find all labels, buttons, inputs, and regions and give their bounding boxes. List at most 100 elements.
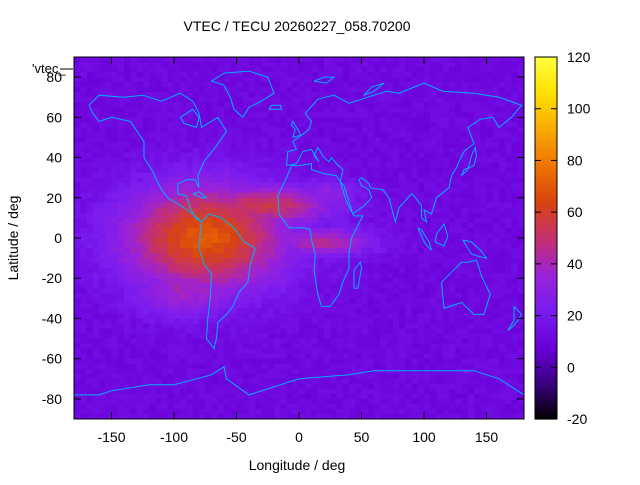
heatmap-cell: [486, 107, 494, 113]
heatmap-cell: [311, 333, 319, 340]
heatmap-cell: [224, 212, 231, 219]
heatmap-cell: [205, 212, 213, 219]
heatmap-cell: [517, 328, 524, 335]
heatmap-cell: [74, 263, 81, 269]
heatmap-cell: [424, 388, 431, 395]
heatmap-cell: [424, 318, 431, 325]
heatmap-cell: [511, 87, 519, 93]
heatmap-cell: [80, 212, 88, 219]
heatmap-cell: [149, 197, 156, 204]
heatmap-cell: [167, 263, 175, 269]
heatmap-cell: [224, 232, 231, 239]
heatmap-cell: [436, 323, 444, 330]
heatmap-cell: [136, 393, 144, 400]
heatmap-cell: [292, 298, 300, 304]
heatmap-cell: [349, 258, 356, 264]
heatmap-cell: [411, 363, 419, 370]
heatmap-cell: [174, 162, 181, 169]
heatmap-cell: [92, 97, 100, 103]
heatmap-cell: [230, 273, 238, 279]
heatmap-cell: [280, 67, 288, 73]
heatmap-cell: [161, 222, 169, 229]
heatmap-cell: [361, 293, 369, 299]
heatmap-cell: [305, 232, 313, 239]
heatmap-cell: [180, 393, 188, 400]
heatmap-cell: [230, 72, 238, 78]
heatmap-cell: [280, 263, 288, 269]
heatmap-cell: [105, 222, 113, 229]
heatmap-cell: [242, 182, 250, 189]
heatmap-cell: [242, 102, 250, 108]
heatmap-cell: [299, 373, 306, 380]
heatmap-cell: [105, 308, 113, 315]
heatmap-cell: [199, 137, 206, 144]
heatmap-cell: [411, 172, 419, 179]
heatmap-cell: [499, 283, 506, 289]
heatmap-cell: [324, 313, 331, 320]
heatmap-cell: [117, 263, 125, 269]
heatmap-cell: [111, 318, 119, 325]
heatmap-cell: [74, 273, 81, 279]
heatmap-cell: [205, 253, 213, 259]
heatmap-cell: [236, 72, 244, 78]
heatmap-cell: [199, 323, 206, 330]
heatmap-cell: [355, 238, 363, 244]
heatmap-cell: [436, 212, 444, 219]
heatmap-cell: [211, 283, 219, 289]
heatmap-cell: [149, 182, 156, 189]
heatmap-cell: [186, 288, 194, 294]
heatmap-cell: [417, 92, 425, 98]
heatmap-cell: [267, 343, 275, 350]
heatmap-cell: [155, 147, 163, 154]
heatmap-cell: [411, 57, 419, 63]
heatmap-cell: [505, 368, 513, 375]
heatmap-cell: [367, 338, 375, 345]
heatmap-cell: [361, 283, 369, 289]
heatmap-cell: [305, 227, 313, 234]
heatmap-cell: [111, 343, 119, 350]
heatmap-cell: [455, 368, 463, 375]
heatmap-cell: [142, 82, 150, 88]
heatmap-cell: [511, 172, 519, 179]
heatmap-cell: [367, 333, 375, 340]
heatmap-cell: [255, 137, 263, 144]
heatmap-cell: [305, 97, 313, 103]
heatmap-cell: [499, 398, 506, 405]
heatmap-cell: [492, 202, 500, 209]
heatmap-cell: [230, 222, 238, 229]
heatmap-cell: [142, 192, 150, 199]
heatmap-cell: [105, 358, 113, 365]
heatmap-cell: [492, 162, 500, 169]
heatmap-cell: [342, 92, 350, 98]
heatmap-cell: [267, 97, 275, 103]
heatmap-cell: [86, 383, 94, 390]
heatmap-cell: [449, 348, 456, 355]
heatmap-cell: [311, 217, 319, 224]
heatmap-cell: [192, 107, 200, 113]
heatmap-cell: [392, 147, 400, 154]
heatmap-cell: [155, 293, 163, 299]
heatmap-cell: [124, 308, 131, 315]
heatmap-cell: [349, 338, 356, 345]
heatmap-cell: [261, 217, 269, 224]
heatmap-cell: [386, 202, 394, 209]
heatmap-cell: [242, 398, 250, 405]
heatmap-cell: [336, 323, 344, 330]
heatmap-cell: [480, 62, 488, 68]
heatmap-cell: [386, 82, 394, 88]
heatmap-cell: [361, 62, 369, 68]
heatmap-cell: [355, 142, 363, 149]
heatmap-cell: [480, 393, 488, 400]
heatmap-cell: [99, 102, 106, 108]
heatmap-cell: [186, 368, 194, 375]
heatmap-cell: [411, 338, 419, 345]
heatmap-cell: [167, 187, 175, 194]
heatmap-cell: [224, 238, 231, 244]
heatmap-cell: [80, 62, 88, 68]
heatmap-cell: [342, 378, 350, 385]
heatmap-cell: [411, 72, 419, 78]
heatmap-cell: [349, 177, 356, 184]
heatmap-cell: [399, 253, 406, 259]
heatmap-cell: [430, 232, 438, 239]
heatmap-cell: [130, 107, 138, 113]
